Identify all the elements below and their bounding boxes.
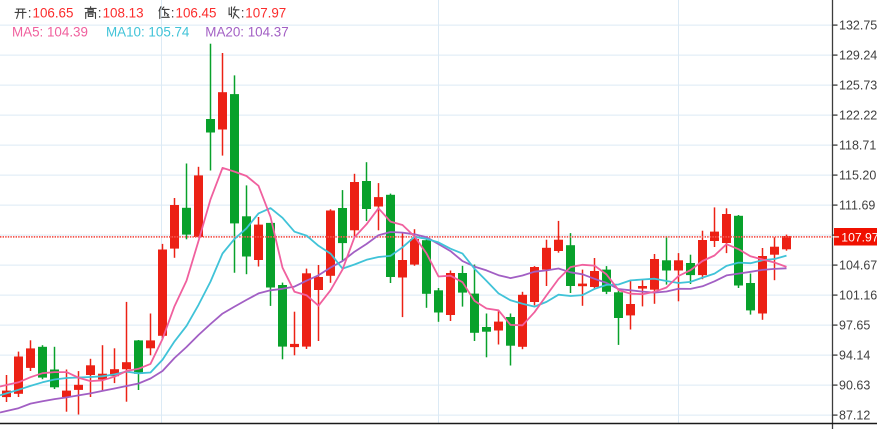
svg-text:122.22: 122.22 bbox=[839, 108, 877, 122]
svg-text:115.20: 115.20 bbox=[839, 168, 876, 182]
svg-text:97.65: 97.65 bbox=[839, 318, 870, 332]
svg-text:132.75: 132.75 bbox=[839, 18, 877, 32]
svg-text:MA20: 104.37: MA20: 104.37 bbox=[205, 24, 288, 39]
svg-text:101.16: 101.16 bbox=[839, 288, 877, 302]
svg-text::: : bbox=[241, 5, 245, 20]
svg-text:108.13: 108.13 bbox=[103, 5, 144, 20]
svg-text:107.97: 107.97 bbox=[245, 5, 286, 20]
svg-text::: : bbox=[28, 5, 32, 20]
svg-text:MA5: 104.39: MA5: 104.39 bbox=[12, 24, 88, 39]
svg-text:MA10: 105.74: MA10: 105.74 bbox=[106, 24, 190, 39]
svg-text:106.65: 106.65 bbox=[33, 5, 74, 20]
svg-text:104.67: 104.67 bbox=[839, 258, 877, 272]
svg-text::: : bbox=[171, 5, 175, 20]
svg-text:107.97: 107.97 bbox=[841, 230, 877, 244]
svg-text:87.12: 87.12 bbox=[839, 408, 870, 422]
svg-text:94.14: 94.14 bbox=[839, 348, 870, 362]
svg-text:118.71: 118.71 bbox=[839, 138, 876, 152]
svg-text:129.24: 129.24 bbox=[839, 48, 877, 62]
svg-text:111.69: 111.69 bbox=[839, 198, 875, 212]
svg-text::: : bbox=[98, 5, 102, 20]
svg-text:125.73: 125.73 bbox=[839, 78, 877, 92]
svg-text:90.63: 90.63 bbox=[839, 378, 870, 392]
svg-text:106.45: 106.45 bbox=[176, 5, 217, 20]
